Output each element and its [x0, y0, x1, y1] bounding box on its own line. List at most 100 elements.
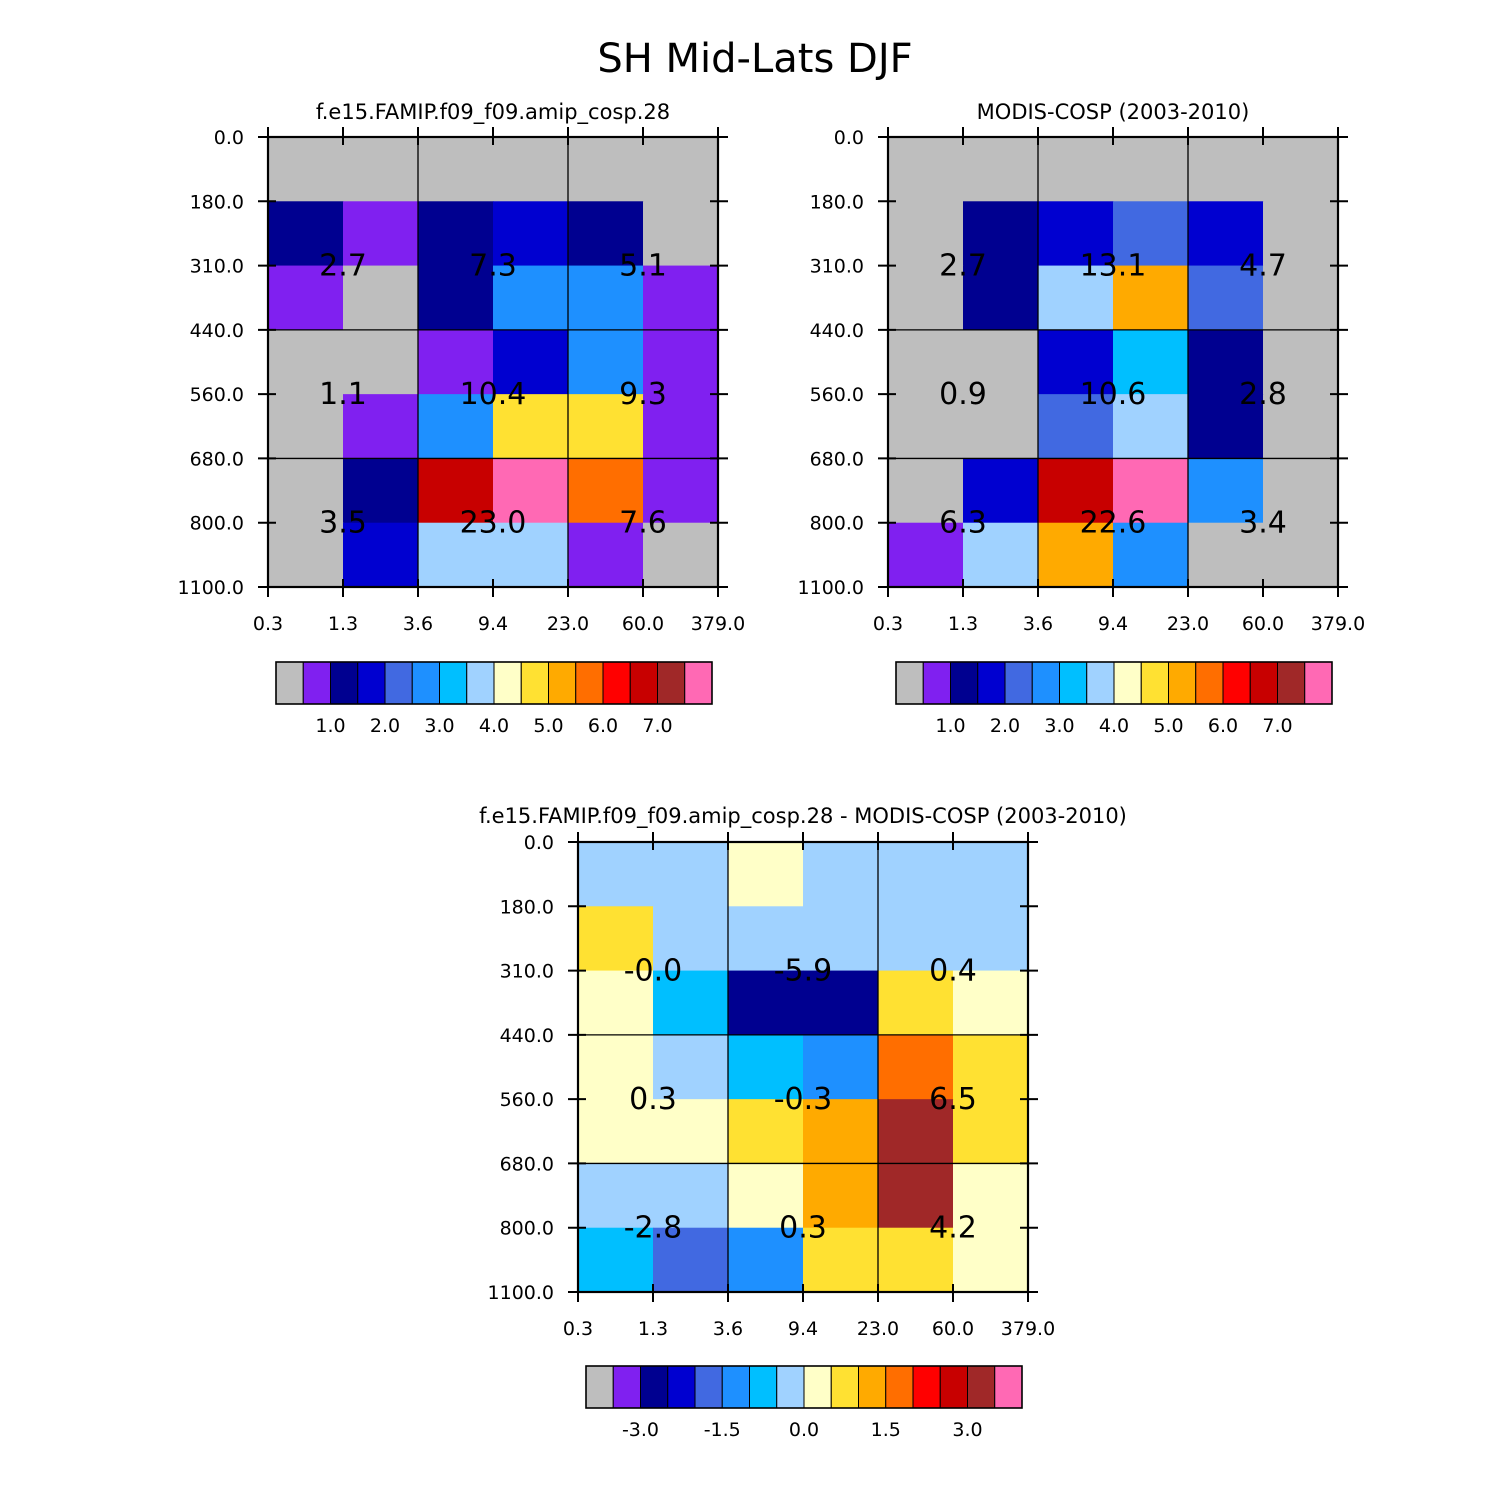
- diff-cell: [728, 842, 804, 907]
- obs-cell: [1263, 394, 1339, 460]
- obs-cell: [1263, 265, 1339, 331]
- model-block-value: 1.1: [319, 377, 367, 412]
- model-cell: [643, 394, 719, 460]
- obs-cell: [888, 201, 964, 267]
- diff-cell: [803, 842, 879, 907]
- panel-obs: MODIS-COSP (2003-2010) 0.0 180.0 310.0 440.…: [798, 100, 1366, 737]
- obs-cell: [963, 201, 1039, 267]
- obs-block-value: 2.8: [1239, 377, 1287, 412]
- obs-colorbar-box: [1004, 661, 1033, 705]
- obs-x-tick-label: 379.0: [1311, 613, 1365, 635]
- model-colorbar-label: 5.0: [533, 715, 563, 737]
- diff-y-tick-label: 440.0: [500, 1025, 554, 1047]
- model-cell: [568, 137, 644, 202]
- model-y-tick-label: 800.0: [190, 513, 244, 535]
- model-colorbar-label: 4.0: [479, 715, 509, 737]
- diff-cell: [728, 970, 804, 1036]
- diff-cell: [578, 970, 654, 1036]
- colorbar-model: 1.0 2.0 3.0 4.0 5.0 6.0 7.0: [275, 661, 713, 737]
- diff-cell: [728, 1099, 804, 1165]
- model-cell: [643, 329, 719, 395]
- model-x-tick-label: 60.0: [622, 613, 664, 635]
- obs-cell: [888, 265, 964, 331]
- obs-cell: [888, 458, 964, 524]
- obs-x-tick-label: 1.3: [948, 613, 978, 635]
- diff-cell: [728, 1163, 804, 1229]
- model-colorbar-box: [357, 661, 386, 705]
- obs-colorbar-label: 5.0: [1153, 715, 1183, 737]
- diff-colorbar-box: [994, 1365, 1023, 1409]
- model-cell: [268, 522, 344, 588]
- obs-cell: [1038, 522, 1114, 588]
- diff-colorbar-label: 0.0: [789, 1419, 819, 1441]
- obs-cell: [1263, 522, 1339, 588]
- model-y-tick-label: 310.0: [190, 256, 244, 278]
- diff-cell: [653, 842, 729, 907]
- model-colorbar-box: [439, 661, 468, 705]
- model-cell: [493, 137, 569, 202]
- model-cell: [643, 265, 719, 331]
- diff-cell: [578, 842, 654, 907]
- obs-colorbar-box: [977, 661, 1006, 705]
- obs-cell: [1263, 329, 1339, 395]
- obs-cell: [963, 265, 1039, 331]
- model-cell: [268, 201, 344, 267]
- model-block-value: 7.6: [619, 506, 667, 541]
- model-x-tick-label: 9.4: [478, 613, 508, 635]
- obs-colorbar-box: [1059, 661, 1088, 705]
- model-cell: [343, 329, 419, 395]
- obs-cell: [1263, 201, 1339, 267]
- model-cell: [343, 394, 419, 460]
- obs-cell: [1113, 137, 1189, 202]
- diff-colorbar-box: [803, 1365, 832, 1409]
- diff-cell: [803, 1099, 879, 1165]
- obs-cell: [1113, 394, 1189, 460]
- diff-cell: [878, 1099, 954, 1165]
- model-y-tick-label: 680.0: [190, 448, 244, 470]
- obs-cell: [1038, 329, 1114, 395]
- obs-y-tick-label: 310.0: [810, 256, 864, 278]
- model-colorbar-box: [657, 661, 686, 705]
- obs-colorbar-label: 1.0: [935, 715, 965, 737]
- model-cell: [568, 458, 644, 524]
- model-cell: [493, 329, 569, 395]
- model-colorbar-box: [275, 661, 304, 705]
- obs-cell: [1113, 522, 1189, 588]
- obs-colorbar-label: 4.0: [1099, 715, 1129, 737]
- panel-title-model: f.e15.FAMIP.f09_f09.amip_cosp.28: [316, 100, 670, 125]
- diff-y-tick-label: 1100.0: [488, 1282, 554, 1304]
- model-colorbar-box: [629, 661, 658, 705]
- obs-cell: [1188, 265, 1264, 331]
- obs-colorbar-label: 6.0: [1208, 715, 1238, 737]
- model-block-value: 7.3: [469, 249, 517, 284]
- diff-block-value: 4.2: [929, 1211, 977, 1246]
- diff-colorbar-box: [967, 1365, 996, 1409]
- obs-block-value: 6.3: [939, 506, 987, 541]
- diff-block-value: -0.3: [774, 1082, 833, 1117]
- model-block-value: 3.5: [319, 506, 367, 541]
- diff-colorbar-box: [830, 1365, 859, 1409]
- obs-cell: [888, 137, 964, 202]
- diff-cell: [878, 842, 954, 907]
- colorbar-diff: -3.0 -1.5 0.0 1.5 3.0: [585, 1365, 1023, 1441]
- obs-cell: [1113, 458, 1189, 524]
- model-colorbar-label: 2.0: [370, 715, 400, 737]
- diff-colorbar-box: [885, 1365, 914, 1409]
- model-cell: [268, 265, 344, 331]
- diff-colorbar-label: -1.5: [704, 1419, 741, 1441]
- diff-y-tick-label: 0.0: [524, 832, 554, 854]
- model-cell: [418, 329, 494, 395]
- diff-cell: [878, 1163, 954, 1229]
- obs-colorbar-box: [895, 661, 924, 705]
- diff-colorbar-label: 1.5: [871, 1419, 901, 1441]
- panel-model: f.e15.FAMIP.f09_f09.amip_cosp.28 0.0 180.…: [178, 100, 746, 737]
- diff-block-value: 6.5: [929, 1082, 977, 1117]
- diff-x-tick-label: 1.3: [638, 1318, 668, 1340]
- diff-colorbar-box: [858, 1365, 887, 1409]
- obs-colorbar-box: [1140, 661, 1169, 705]
- diff-y-tick-label: 310.0: [500, 961, 554, 983]
- diff-cell: [803, 1163, 879, 1229]
- diff-x-tick-label: 3.6: [713, 1318, 743, 1340]
- obs-cell: [888, 522, 964, 588]
- diff-colorbar-box: [721, 1365, 750, 1409]
